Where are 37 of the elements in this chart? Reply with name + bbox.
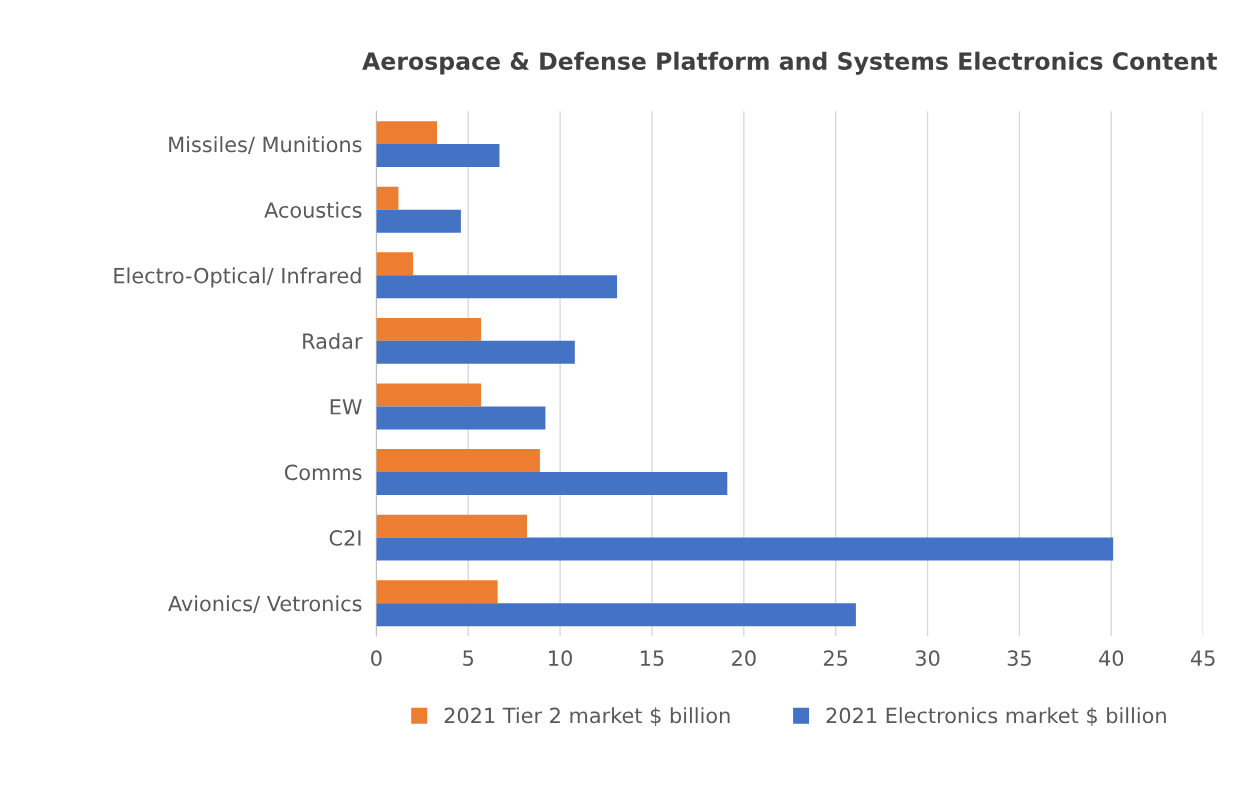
bar [376,317,482,341]
y-tick-label: C2I [329,530,361,546]
bar [376,340,575,364]
bar [376,537,1114,561]
bar [376,121,437,145]
bar [376,472,728,495]
x-tick-label: 25 [823,650,848,667]
y-tick-label: Electro-Optical/ Infrared [114,267,361,288]
bar [376,186,399,210]
x-tick-label: 0 [371,650,382,667]
x-tick-label: 35 [1007,650,1031,667]
bar [376,406,546,430]
bar [376,449,540,473]
y-tick-label: EW [330,399,362,415]
bar [376,209,461,233]
legend-label: 2021 Electronics market $ billion [826,707,1166,727]
bar [376,252,414,276]
y-tick-label: Radar [303,332,363,350]
bar [376,144,500,168]
x-tick-label: 30 [915,650,940,667]
x-tick-label: 20 [732,650,756,667]
bar [376,603,856,627]
bar [376,580,498,604]
bar [376,275,618,299]
chart-title: Aerospace & Defense Platform and Systems Electronics Content [362,51,1217,75]
bar [376,383,482,407]
x-tick-label: 5 [463,650,474,667]
x-tick-label: 15 [641,650,664,667]
x-tick-label: 45 [1190,650,1215,667]
x-tick-label: 40 [1099,650,1124,667]
y-tick-label: Comms [284,464,362,481]
y-tick-label: Missiles/ Munitions [169,136,362,154]
legend-label: 2021 Tier 2 market $ billion [444,707,730,727]
bar [376,514,528,538]
x-tick-label: 10 [549,650,572,667]
y-tick-label: Avionics/ Vetronics [168,595,362,614]
y-tick-label: Acoustics [264,201,362,218]
